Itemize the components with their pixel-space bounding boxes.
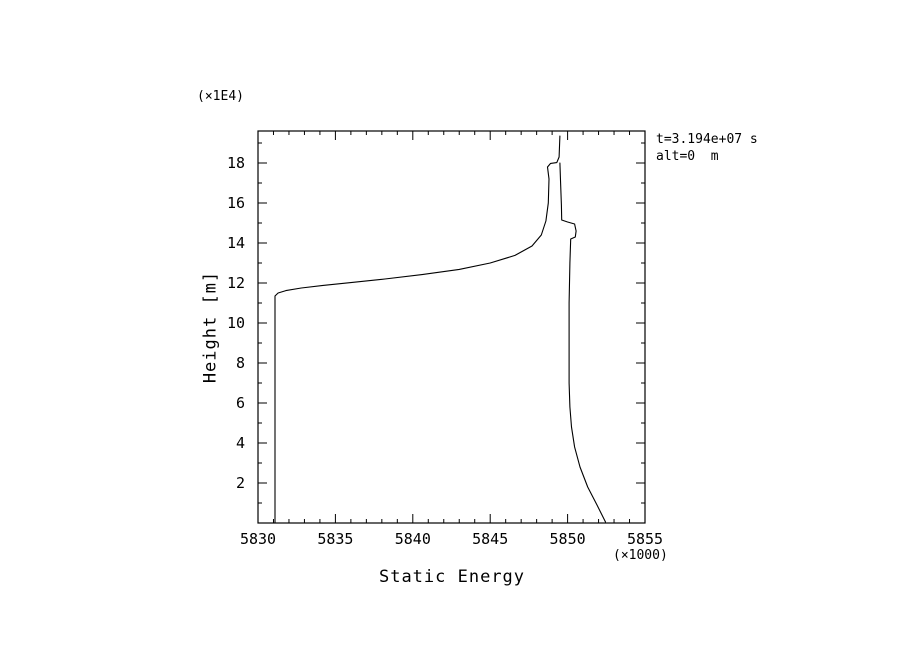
static-energy-profile-upper bbox=[559, 162, 607, 523]
x-tick-label: 5855 bbox=[626, 530, 664, 548]
x-tick-label: 5830 bbox=[239, 530, 277, 548]
annotation-time: t=3.194e+07 s bbox=[656, 132, 758, 147]
static-energy-profile-lower bbox=[274, 135, 561, 524]
annotation-altitude: alt=0 m bbox=[656, 149, 719, 164]
y-tick-label: 14 bbox=[226, 234, 245, 252]
y-scale-label: (×1E4) bbox=[197, 89, 244, 104]
y-tick-label: 2 bbox=[235, 474, 245, 492]
x-tick-label: 5835 bbox=[317, 530, 354, 548]
y-tick-label: 6 bbox=[235, 394, 245, 412]
plot-frame bbox=[257, 130, 646, 524]
x-tick-label: 5850 bbox=[549, 530, 586, 548]
y-tick-label: 12 bbox=[226, 274, 245, 292]
x-scale-label: (×1000) bbox=[613, 548, 668, 563]
y-tick-label: 18 bbox=[226, 154, 245, 172]
x-tick-label: 5840 bbox=[394, 530, 431, 548]
y-tick-label: 8 bbox=[235, 354, 245, 372]
y-tick-label: 16 bbox=[226, 194, 245, 212]
y-tick-label: 4 bbox=[235, 434, 245, 452]
x-tick-label: 5845 bbox=[472, 530, 509, 548]
y-tick-label: 10 bbox=[226, 314, 245, 332]
x-axis-title: Static Energy bbox=[378, 567, 526, 587]
